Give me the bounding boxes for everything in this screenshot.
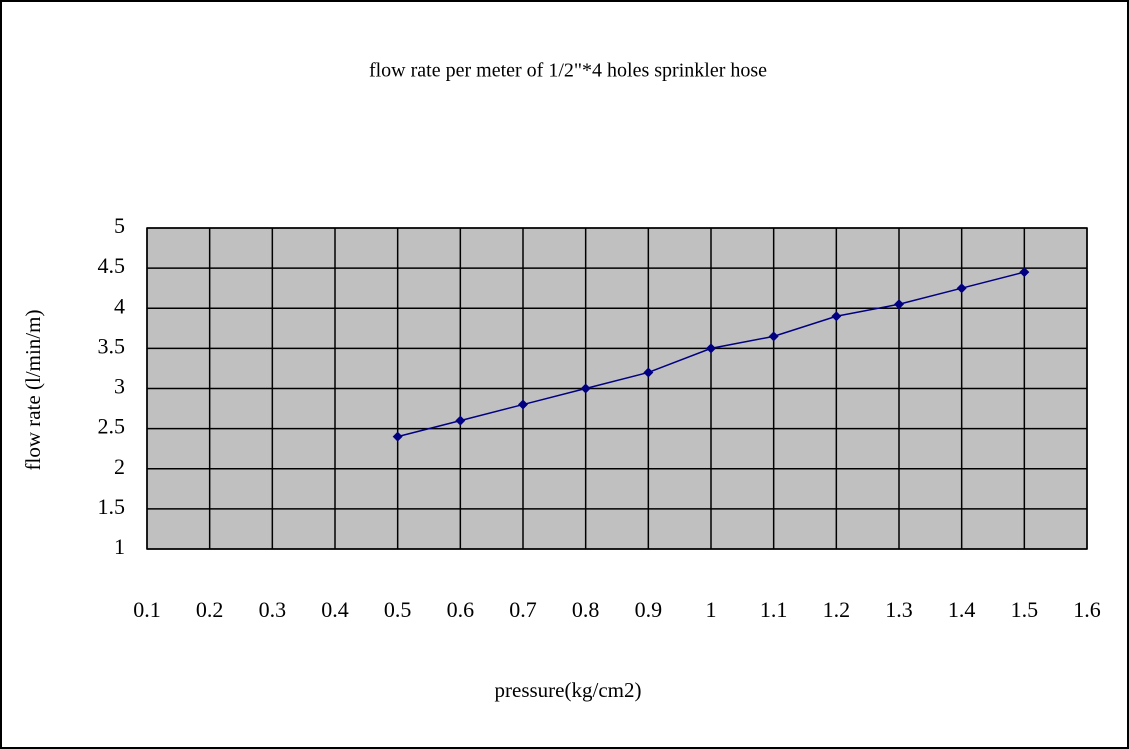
x-tick-label: 0.2 — [196, 597, 224, 622]
x-tick-label: 1.2 — [823, 597, 851, 622]
x-tick-label: 0.5 — [384, 597, 412, 622]
data-point — [831, 311, 842, 322]
x-tick-label: 0.1 — [133, 597, 161, 622]
y-tick-label: 1 — [114, 534, 125, 559]
data-point — [518, 399, 528, 410]
y-tick-label: 5 — [114, 213, 125, 238]
x-tick-label: 1.6 — [1073, 597, 1101, 622]
x-tick-label: 0.4 — [321, 597, 349, 622]
data-point — [1019, 267, 1030, 278]
chart-title: flow rate per meter of 1/2"*4 holes spri… — [369, 60, 767, 82]
y-tick-label: 2 — [114, 454, 125, 479]
x-tick-label: 0.9 — [635, 597, 663, 622]
data-point — [455, 415, 466, 426]
x-tick-label: 1.3 — [885, 597, 913, 622]
data-point — [894, 299, 904, 310]
y-tick-label: 3.5 — [98, 333, 126, 358]
data-point — [706, 343, 716, 354]
y-tick-label: 3 — [114, 374, 125, 399]
y-tick-label: 4.5 — [98, 253, 126, 278]
x-tick-label: 1 — [706, 597, 717, 622]
x-tick-label: 0.7 — [509, 597, 537, 622]
x-axis-label: pressure(kg/cm2) — [495, 678, 642, 702]
data-point — [956, 283, 967, 294]
y-axis-label: flow rate (l/min/m) — [21, 310, 45, 471]
x-tick-label: 0.6 — [447, 597, 475, 622]
x-tick-label: 1.5 — [1011, 597, 1039, 622]
data-point — [768, 331, 779, 342]
y-tick-label: 4 — [114, 293, 125, 318]
x-tick-label: 0.8 — [572, 597, 600, 622]
y-tick-label: 1.5 — [98, 494, 126, 519]
x-tick-label: 1.4 — [948, 597, 976, 622]
x-tick-label: 1.1 — [760, 597, 788, 622]
data-point — [392, 431, 403, 442]
data-point — [580, 383, 591, 394]
data-point — [643, 367, 654, 378]
x-tick-label: 0.3 — [259, 597, 287, 622]
y-tick-label: 2.5 — [98, 414, 126, 439]
